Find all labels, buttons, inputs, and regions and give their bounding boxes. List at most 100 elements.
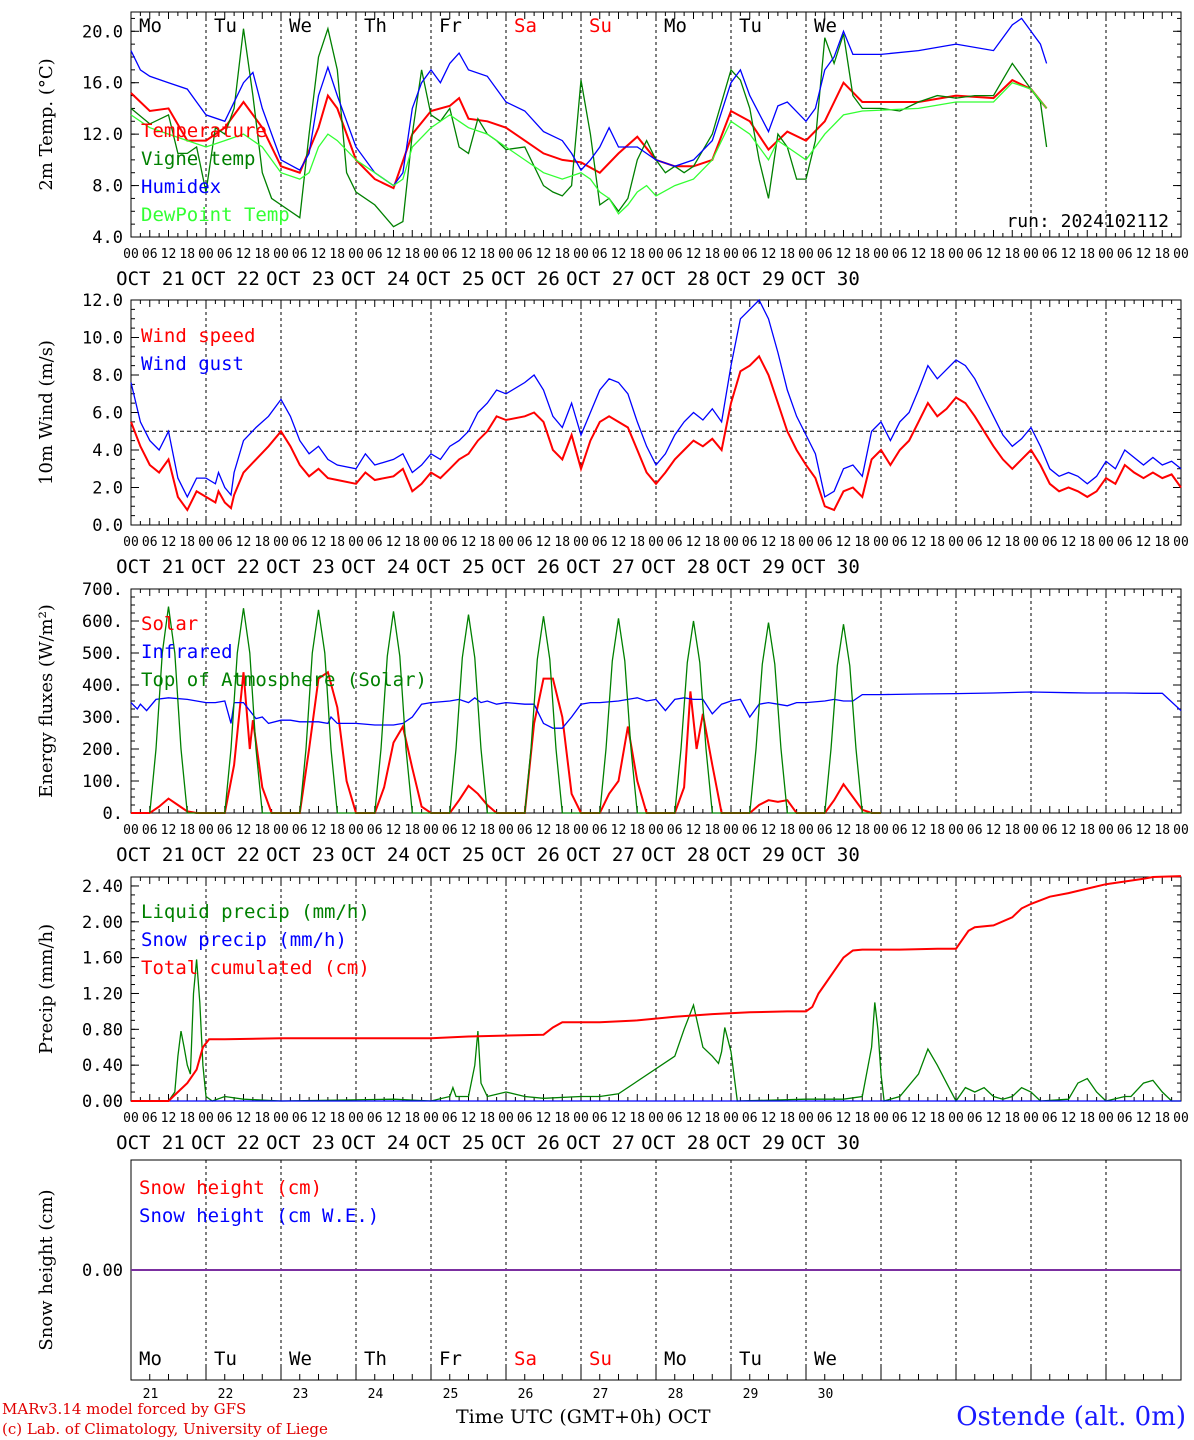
hour-tick-label: 06 — [892, 823, 908, 838]
hour-tick-label: 18 — [329, 823, 345, 838]
hour-tick-label: 00 — [873, 535, 889, 550]
hour-tick-label: 18 — [329, 247, 345, 262]
hour-tick-label: 12 — [611, 535, 627, 550]
hour-tick-label: 06 — [967, 823, 983, 838]
y-tick-label: 300. — [82, 708, 123, 728]
date-label: OCT 28 — [641, 556, 710, 578]
date-label: OCT 23 — [266, 1132, 335, 1154]
hour-tick-label: 00 — [273, 1111, 289, 1126]
hour-tick-label: 06 — [817, 247, 833, 262]
weekday-label-top: Sa — [514, 15, 537, 37]
hour-tick-label: 18 — [704, 247, 720, 262]
date-label: OCT 27 — [566, 1132, 635, 1154]
hour-tick-label: 00 — [273, 247, 289, 262]
hour-tick-label: 00 — [873, 247, 889, 262]
date-label: OCT 24 — [341, 556, 410, 578]
weekday-label-top: We — [289, 15, 312, 37]
date-label: OCT 25 — [416, 844, 485, 866]
hour-tick-label: 06 — [367, 247, 383, 262]
hour-tick-label: 18 — [554, 247, 570, 262]
weekday-label-top: We — [814, 15, 837, 37]
hour-tick-label: 06 — [742, 535, 758, 550]
day-number: 28 — [668, 1387, 684, 1402]
hour-tick-label: 06 — [592, 1111, 608, 1126]
y-tick-label: 0. — [103, 804, 123, 824]
hour-tick-label: 06 — [367, 1111, 383, 1126]
hour-tick-label: 18 — [479, 823, 495, 838]
hour-tick-label: 06 — [592, 535, 608, 550]
hour-tick-label: 12 — [686, 823, 702, 838]
hour-tick-label: 18 — [1154, 535, 1170, 550]
hour-tick-label: 00 — [1173, 247, 1189, 262]
day-number: 25 — [443, 1387, 459, 1402]
hour-tick-label: 00 — [873, 1111, 889, 1126]
hour-tick-label: 06 — [667, 823, 683, 838]
hour-tick-label: 18 — [1079, 1111, 1095, 1126]
series-line-wind-gust — [130, 298, 1182, 499]
series-line-temperature — [130, 78, 1048, 190]
hour-tick-label: 12 — [836, 1111, 852, 1126]
hour-tick-label: 00 — [1098, 1111, 1114, 1126]
hour-tick-label: 06 — [667, 1111, 683, 1126]
series-line-dewpoint-temp — [130, 81, 1048, 215]
hour-tick-label: 06 — [967, 535, 983, 550]
hour-tick-label: 00 — [648, 1111, 664, 1126]
hour-tick-label: 06 — [442, 823, 458, 838]
date-label: OCT 23 — [266, 844, 335, 866]
hour-tick-label: 06 — [517, 823, 533, 838]
hour-tick-label: 00 — [198, 535, 214, 550]
hour-tick-label: 06 — [667, 247, 683, 262]
date-label: OCT 21 — [116, 268, 185, 290]
hour-tick-label: 00 — [348, 823, 364, 838]
series-line-total-cumulated-cm- — [131, 875, 1182, 1102]
hour-tick-label: 12 — [611, 1111, 627, 1126]
date-label: OCT 25 — [416, 556, 485, 578]
y-tick-label: 8.0 — [92, 177, 123, 197]
hour-tick-label: 00 — [948, 535, 964, 550]
hour-tick-label: 18 — [629, 1111, 645, 1126]
hour-tick-label: 06 — [1117, 823, 1133, 838]
hour-tick-label: 00 — [423, 535, 439, 550]
y-axis-label: 2m Temp. (°C) — [36, 58, 57, 190]
y-axis-label: Precip (mm/h) — [36, 924, 57, 1054]
hour-tick-label: 18 — [179, 1111, 195, 1126]
hour-tick-label: 00 — [723, 1111, 739, 1126]
date-label: OCT 30 — [791, 844, 860, 866]
hour-tick-label: 18 — [779, 247, 795, 262]
hour-tick-label: 06 — [667, 535, 683, 550]
hour-tick-label: 18 — [329, 535, 345, 550]
weekday-label-bottom: Fr — [439, 1348, 462, 1370]
hour-tick-label: 06 — [517, 1111, 533, 1126]
hour-tick-label: 12 — [536, 823, 552, 838]
hour-tick-label: 18 — [554, 823, 570, 838]
weekday-label-top: Fr — [439, 15, 462, 37]
hour-tick-label: 18 — [329, 1111, 345, 1126]
hour-tick-label: 00 — [123, 1111, 139, 1126]
hour-tick-label: 00 — [648, 535, 664, 550]
weekday-label-bottom: Mo — [139, 1348, 162, 1370]
date-label: OCT 21 — [116, 556, 185, 578]
hour-tick-label: 00 — [1173, 1111, 1189, 1126]
hour-tick-label: 18 — [854, 535, 870, 550]
hour-tick-label: 18 — [1004, 823, 1020, 838]
hour-tick-label: 18 — [479, 247, 495, 262]
hour-tick-label: 12 — [311, 1111, 327, 1126]
date-label: OCT 30 — [791, 268, 860, 290]
hour-tick-label: 00 — [348, 1111, 364, 1126]
y-tick-label: 0.40 — [82, 1056, 123, 1076]
date-label: OCT 24 — [341, 1132, 410, 1154]
hour-tick-label: 00 — [423, 1111, 439, 1126]
y-tick-label: 2.40 — [82, 877, 123, 897]
hour-tick-label: 00 — [798, 823, 814, 838]
hour-tick-label: 18 — [1154, 247, 1170, 262]
date-label: OCT 25 — [416, 1132, 485, 1154]
date-label: OCT 29 — [716, 268, 785, 290]
hour-tick-label: 18 — [254, 247, 270, 262]
date-label: OCT 30 — [791, 556, 860, 578]
hour-tick-label: 00 — [648, 247, 664, 262]
hour-tick-label: 18 — [179, 247, 195, 262]
date-label: OCT 21 — [116, 1132, 185, 1154]
hour-tick-label: 00 — [798, 1111, 814, 1126]
hour-tick-label: 00 — [498, 535, 514, 550]
legend-entry: Vigne temp — [141, 148, 255, 170]
